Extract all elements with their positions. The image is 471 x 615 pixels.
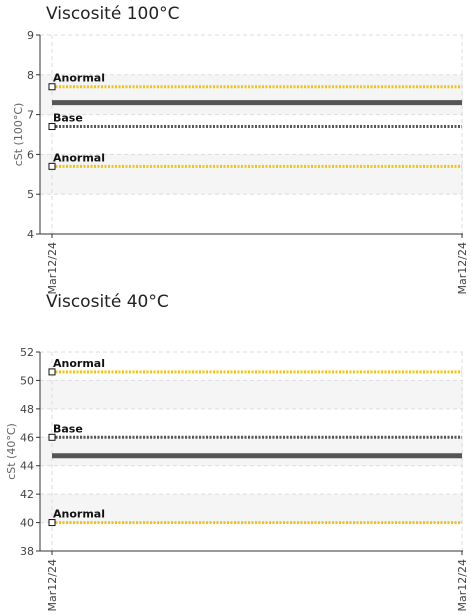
shaded-band	[40, 494, 463, 523]
shaded-band	[40, 154, 463, 195]
y-tick-label: 7	[27, 109, 34, 122]
reference-label: Anormal	[53, 151, 105, 164]
reference-marker	[48, 162, 56, 170]
reference-label: Anormal	[53, 508, 105, 521]
y-tick-label: 40	[20, 517, 34, 530]
shaded-band	[40, 380, 463, 409]
reference-marker	[48, 368, 56, 376]
reference-marker	[48, 83, 56, 91]
y-tick-label: 42	[20, 488, 34, 501]
y-tick-label: 9	[27, 29, 34, 42]
reference-label: Base	[53, 112, 83, 125]
x-tick-label: Mar12/24	[46, 559, 59, 611]
y-tick-label: 6	[27, 148, 34, 161]
reference-label: Anormal	[53, 357, 105, 370]
shaded-band	[40, 437, 463, 466]
y-tick-label: 44	[20, 460, 34, 473]
reference-marker	[48, 519, 56, 527]
y-axis-label: cSt (100°C)	[12, 103, 25, 167]
chart-title-viscosity-100: Viscosité 100°C	[46, 4, 180, 24]
reference-marker	[48, 123, 56, 131]
reference-marker	[48, 433, 56, 441]
x-tick-label: Mar12/24	[456, 559, 469, 611]
y-tick-label: 5	[27, 188, 34, 201]
reference-label: Anormal	[53, 72, 105, 85]
x-tick-label: Mar12/24	[456, 242, 469, 294]
y-tick-label: 52	[20, 346, 34, 359]
shaded-band	[40, 74, 463, 115]
chart-0: 4 5 6 7 8 9 Mar12/24 Mar12/24 cSt (100°C) Anormal…	[12, 29, 469, 294]
y-tick-label: 50	[20, 374, 34, 387]
y-tick-label: 38	[20, 545, 34, 558]
x-tick-label: Mar12/24	[46, 242, 59, 294]
y-tick-label: 48	[20, 403, 34, 416]
y-tick-label: 8	[27, 69, 34, 82]
y-tick-label: 4	[27, 228, 34, 241]
y-axis-label: cSt (40°C)	[5, 423, 18, 480]
chart-title-viscosity-40: Viscosité 40°C	[46, 292, 169, 312]
chart-1: 38 40 42 44 46 48 50 52 Mar12/24 Mar12/24 cSt (40°…	[5, 346, 469, 611]
reference-label: Base	[53, 422, 83, 435]
y-tick-label: 46	[20, 431, 34, 444]
